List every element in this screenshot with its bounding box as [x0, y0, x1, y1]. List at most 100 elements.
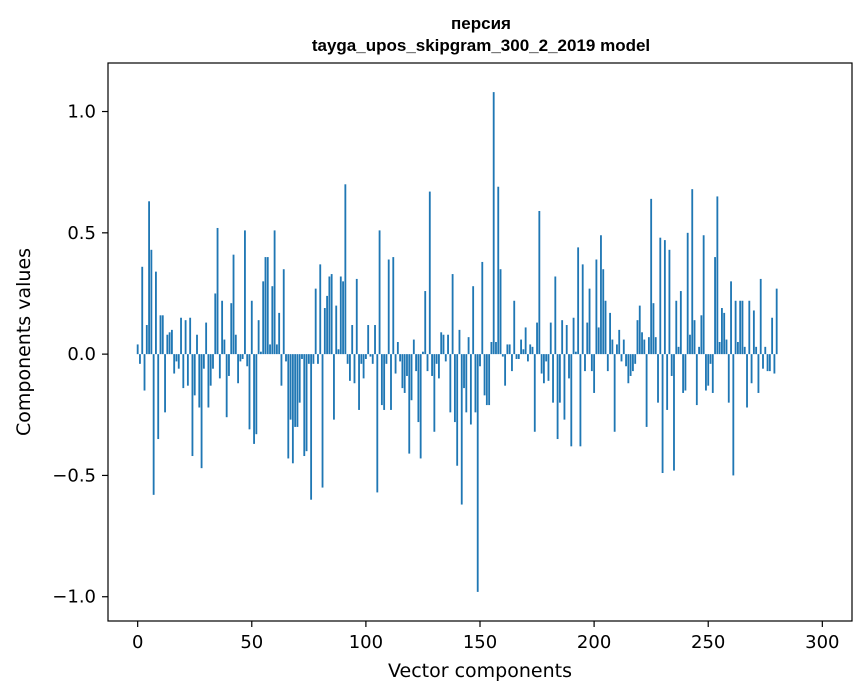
bar-99 — [362, 354, 365, 379]
bar-183 — [554, 276, 557, 355]
bar-61 — [275, 344, 278, 355]
bar-35 — [216, 227, 219, 355]
x-tick-label: 0 — [132, 632, 143, 653]
plot-frame — [107, 62, 853, 622]
bar-132 — [438, 354, 440, 379]
bar-165 — [513, 300, 516, 355]
bar-55 — [262, 281, 265, 355]
bar-234 — [670, 354, 673, 376]
bar-33 — [212, 354, 214, 369]
x-tick-label: 150 — [463, 632, 497, 653]
bar-249 — [705, 354, 707, 391]
bar-259 — [727, 354, 730, 403]
bar-18 — [177, 354, 180, 369]
bar-178 — [542, 354, 545, 384]
bar-30 — [205, 322, 208, 355]
y-tick-label: 1.0 — [67, 102, 96, 123]
chart-title: персия — [451, 14, 511, 33]
bar-126 — [424, 291, 427, 355]
bar-252 — [711, 354, 714, 393]
bar-164 — [511, 354, 513, 372]
bar-128 — [428, 191, 431, 355]
bar-171 — [527, 354, 529, 362]
bar-254 — [716, 196, 719, 355]
bar-212 — [620, 354, 623, 362]
bar-23 — [189, 317, 192, 355]
bar-84 — [328, 276, 331, 355]
bar-246 — [698, 346, 701, 355]
bar-102 — [369, 354, 372, 357]
bar-48 — [246, 354, 249, 367]
bar-276 — [766, 354, 769, 372]
bar-209 — [613, 354, 616, 432]
bar-78 — [314, 288, 317, 355]
bar-181 — [549, 322, 552, 355]
bar-233 — [668, 249, 671, 355]
bar-79 — [317, 354, 319, 364]
bar-52 — [255, 354, 258, 435]
x-tick-label: 200 — [577, 632, 611, 653]
bar-125 — [422, 351, 424, 355]
bar-95 — [353, 354, 356, 384]
x-tick-label: 100 — [349, 632, 383, 653]
bar-136 — [447, 334, 449, 355]
bar-21 — [184, 320, 187, 355]
bar-40 — [228, 354, 230, 376]
bar-202 — [597, 327, 600, 355]
bar-6 — [150, 249, 153, 355]
bar-110 — [387, 259, 390, 355]
bar-67 — [289, 354, 292, 420]
bar-80 — [319, 264, 322, 355]
bar-218 — [634, 354, 637, 364]
bar-140 — [456, 354, 459, 466]
bar-274 — [762, 354, 764, 369]
bar-258 — [725, 339, 728, 355]
bar-13 — [166, 334, 169, 355]
bar-43 — [234, 334, 237, 355]
bar-184 — [556, 354, 559, 440]
bar-208 — [611, 339, 614, 355]
bar-177 — [540, 354, 543, 374]
bar-116 — [401, 354, 404, 389]
bar-119 — [408, 354, 411, 454]
bar-139 — [453, 354, 456, 423]
bar-155 — [490, 342, 493, 355]
bar-42 — [232, 254, 235, 355]
bar-64 — [282, 269, 285, 355]
bar-200 — [593, 354, 596, 393]
bar-31 — [207, 354, 210, 408]
bar-262 — [734, 300, 737, 355]
bar-3 — [143, 354, 146, 391]
bar-261 — [732, 354, 735, 476]
bar-182 — [552, 354, 554, 403]
bar-221 — [641, 332, 643, 355]
bar-10 — [159, 315, 162, 355]
bar-47 — [244, 230, 246, 355]
bar-137 — [449, 354, 452, 413]
bar-161 — [504, 354, 507, 386]
y-tick-label: −0.5 — [52, 465, 96, 486]
bar-101 — [367, 325, 370, 355]
bar-25 — [193, 354, 196, 396]
bar-270 — [752, 310, 755, 355]
bar-150 — [479, 354, 481, 367]
bar-168 — [520, 339, 522, 355]
bar-56 — [264, 257, 267, 355]
bar-60 — [273, 230, 276, 355]
bar-87 — [335, 305, 338, 355]
bar-46 — [241, 354, 244, 359]
bar-207 — [609, 312, 611, 355]
bar-112 — [392, 257, 395, 355]
bar-108 — [383, 354, 386, 410]
bar-228 — [657, 354, 659, 403]
bar-91 — [344, 184, 347, 355]
bar-12 — [164, 354, 166, 413]
bar-186 — [561, 320, 564, 355]
bar-71 — [298, 354, 301, 403]
bar-129 — [431, 354, 433, 376]
bar-154 — [488, 354, 491, 406]
bar-77 — [312, 354, 315, 364]
bar-256 — [721, 308, 723, 355]
bar-103 — [371, 354, 374, 364]
